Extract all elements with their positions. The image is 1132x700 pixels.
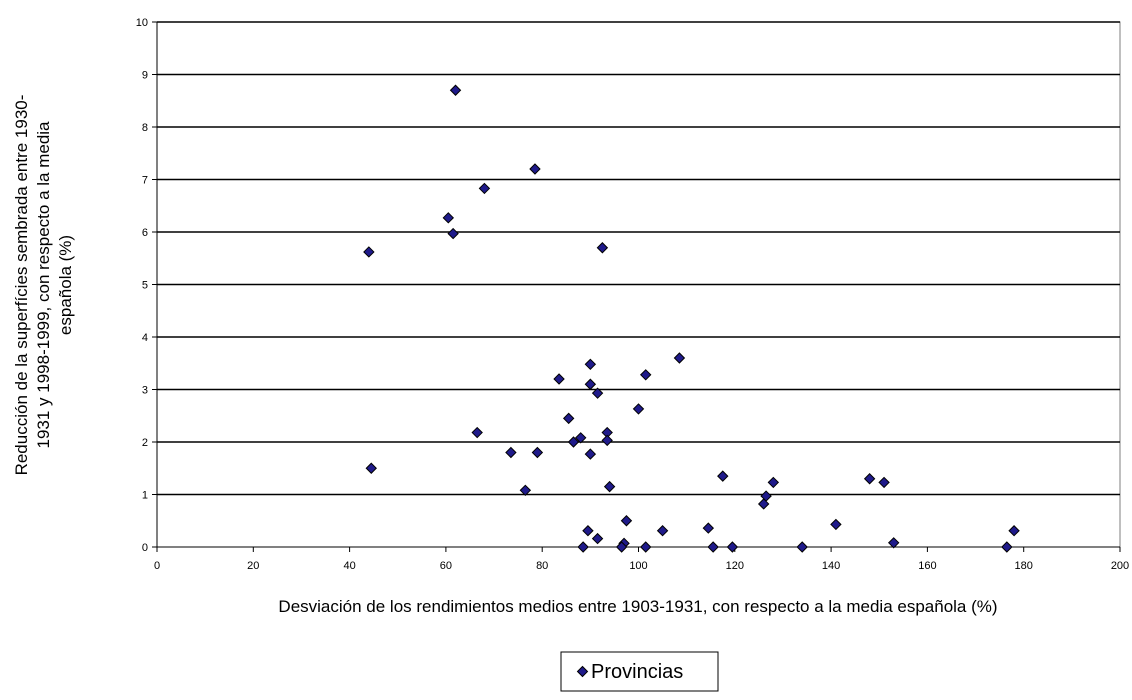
data-point-diamond: [1001, 541, 1013, 553]
data-point-diamond: [447, 227, 459, 240]
data-point-diamond: [757, 498, 770, 510]
data-point-diamond: [673, 352, 686, 364]
data-point-diamond: [601, 434, 613, 447]
data-point-diamond: [584, 358, 597, 371]
x-tick-label: 40: [343, 560, 355, 572]
data-point-diamond: [471, 426, 483, 439]
data-point-diamond: [640, 541, 652, 553]
y-tick-label: 6: [142, 227, 148, 239]
data-point-diamond: [505, 446, 517, 459]
y-tick-label: 1: [142, 490, 148, 502]
data-point-diamond: [575, 432, 587, 444]
data-point-diamond: [796, 541, 808, 553]
data-point-diamond: [656, 525, 669, 537]
y-tick-label: 10: [136, 17, 148, 29]
y-tick-label: 4: [142, 332, 148, 344]
y-tick-label: 9: [142, 70, 148, 82]
data-point-diamond: [726, 541, 739, 553]
data-point-diamond: [702, 522, 715, 534]
data-point-diamond: [603, 480, 616, 493]
data-point-diamond: [863, 473, 876, 485]
data-point-diamond: [707, 541, 719, 553]
y-axis-title: Reducción de la superfícies sembrada ent…: [12, 95, 75, 476]
x-tick-label: 20: [247, 560, 259, 572]
data-point-diamond: [562, 412, 575, 425]
data-point-diamond: [767, 476, 780, 489]
data-point-diamond: [519, 484, 532, 497]
data-point-diamond: [591, 387, 604, 399]
data-point-diamond: [830, 518, 842, 531]
x-tick-label: 120: [726, 560, 744, 572]
x-tick-label: 180: [1015, 560, 1033, 572]
data-points: [363, 84, 1020, 553]
data-point-diamond: [478, 182, 491, 195]
data-point-diamond: [553, 373, 565, 385]
y-axis-title-line-2: 1931 y 1998-1999, con respecto a la medi…: [34, 121, 53, 449]
data-point-diamond: [887, 537, 900, 549]
data-point-diamond: [449, 84, 462, 96]
data-point-diamond: [640, 369, 652, 381]
data-point-diamond: [615, 541, 628, 553]
y-tick-label: 3: [142, 385, 148, 397]
data-point-diamond: [365, 462, 377, 474]
data-point-diamond: [442, 212, 455, 224]
data-point-diamond: [584, 378, 597, 390]
data-point-diamond: [591, 532, 604, 545]
y-tick-label: 5: [142, 280, 148, 292]
data-point-diamond: [584, 448, 597, 460]
y-tick-label: 8: [142, 122, 148, 134]
data-point-diamond: [620, 515, 633, 527]
x-tick-label: 200: [1111, 560, 1129, 572]
data-point-diamond: [717, 470, 729, 482]
y-tick-label: 0: [142, 542, 148, 554]
legend-marker-diamond-icon: [576, 665, 589, 678]
data-point-diamond: [531, 446, 544, 459]
x-tick-label: 60: [440, 560, 452, 572]
legend-label: Provincias: [591, 661, 683, 683]
data-point-diamond: [567, 436, 580, 448]
data-point-diamond: [1008, 525, 1020, 537]
y-tick-label: 2: [142, 437, 148, 449]
data-point-diamond: [577, 541, 589, 553]
y-axis-title-line-3: española (%): [56, 235, 75, 335]
data-point-diamond: [363, 246, 375, 258]
y-axis-title-line-1: Reducción de la superfícies sembrada ent…: [12, 95, 31, 476]
x-tick-label: 80: [536, 560, 548, 572]
data-point-diamond: [582, 525, 594, 537]
x-tick-label: 140: [822, 560, 840, 572]
y-tick-label: 7: [142, 175, 148, 187]
x-tick-label: 160: [918, 560, 936, 572]
data-point-diamond: [632, 403, 645, 415]
data-point-diamond: [878, 476, 890, 489]
x-tick-label: 100: [629, 560, 647, 572]
x-axis-title: Desviación de los rendimientos medios en…: [278, 597, 997, 616]
data-point-diamond: [596, 242, 609, 254]
data-point-diamond: [529, 163, 541, 175]
legend: Provincias: [560, 651, 719, 692]
x-tick-label: 0: [154, 560, 160, 572]
gridlines: [157, 21, 1120, 496]
